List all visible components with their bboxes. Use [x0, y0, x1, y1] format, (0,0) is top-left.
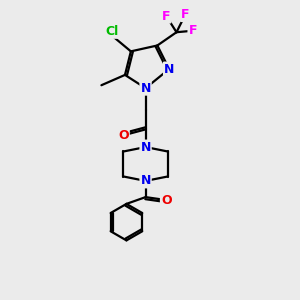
Text: O: O [118, 129, 129, 142]
Text: O: O [161, 194, 172, 207]
Text: N: N [140, 141, 151, 154]
Text: N: N [140, 174, 151, 188]
Text: Cl: Cl [105, 25, 118, 38]
Text: N: N [140, 82, 151, 95]
Text: F: F [188, 24, 197, 37]
Text: F: F [181, 8, 190, 21]
Text: F: F [162, 10, 170, 22]
Text: N: N [164, 62, 174, 76]
